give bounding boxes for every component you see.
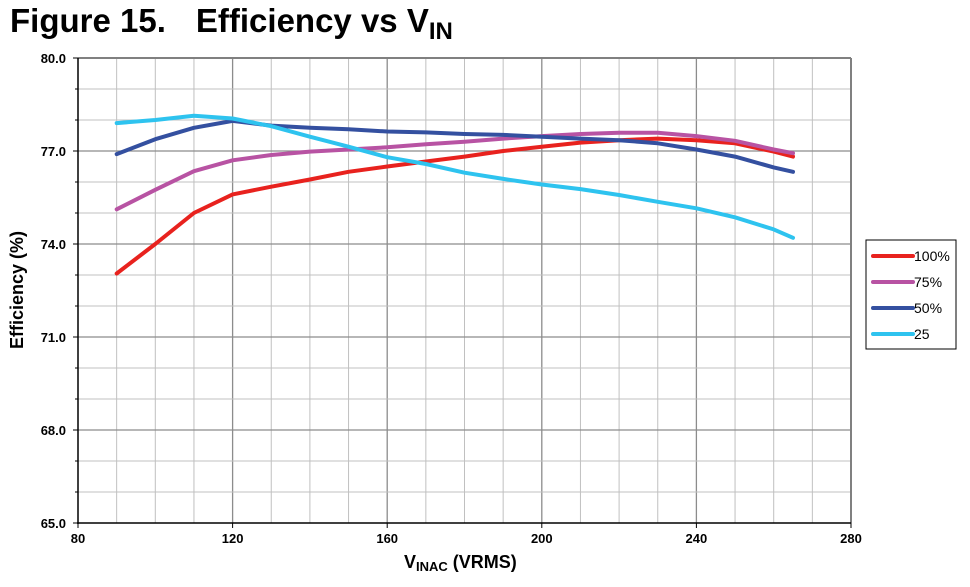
figure-number: Figure 15.	[10, 2, 166, 39]
x-tick-label: 280	[840, 531, 862, 546]
x-tick-label: 200	[531, 531, 553, 546]
legend-label: 50%	[914, 300, 942, 316]
legend-label: 75%	[914, 274, 942, 290]
series-line-50pct	[114, 118, 795, 174]
figure-title-main: Efficiency vs V	[195, 2, 429, 39]
series-line-25	[114, 113, 795, 240]
y-tick-label: 68.0	[41, 423, 66, 438]
tick-labels: 65.0 68.0 71.0 74.0 77.0 80.0 80 120 160 200 240 28…	[41, 51, 862, 546]
figure-title-subscript: IN	[428, 18, 453, 45]
series-line-100pct	[114, 136, 795, 276]
x-axis-title-main: V	[404, 552, 416, 572]
axes	[73, 57, 852, 528]
y-tick-label: 77.0	[41, 144, 66, 159]
x-axis-title: VINAC (VRMS)	[404, 552, 517, 574]
legend-label: 100%	[914, 248, 950, 264]
x-tick-label: 240	[686, 531, 708, 546]
y-axis-title: Efficiency (%)	[7, 231, 27, 349]
legend-box	[865, 239, 957, 350]
x-tick-label: 80	[71, 531, 85, 546]
x-axis-title-unit: (VRMS)	[448, 552, 517, 572]
y-tick-label: 80.0	[41, 51, 66, 66]
legend-label: 25	[914, 326, 930, 342]
y-tick-label: 71.0	[41, 330, 66, 345]
figure-title: Figure 15. Efficiency vs VIN	[10, 2, 453, 44]
x-tick-label: 160	[376, 531, 398, 546]
y-tick-label: 65.0	[41, 516, 66, 531]
x-tick-label: 120	[222, 531, 244, 546]
y-tick-label: 74.0	[41, 237, 66, 252]
series-lines	[114, 113, 795, 276]
x-axis-title-subscript: INAC	[416, 559, 448, 574]
series-line-75pct	[114, 130, 795, 212]
legend: 100% 75% 50% 25	[865, 239, 957, 350]
